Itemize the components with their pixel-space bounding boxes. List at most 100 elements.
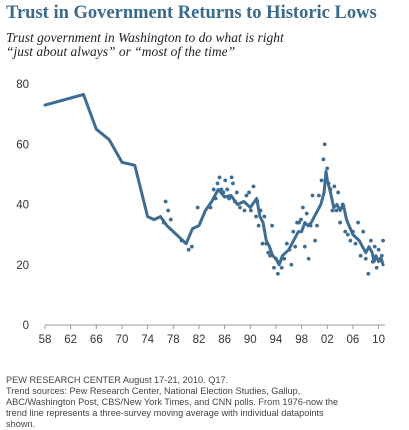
survey-datapoint	[302, 244, 307, 249]
survey-datapoint	[242, 208, 247, 213]
x-tick-label: 82	[193, 334, 206, 346]
survey-datapoint	[289, 262, 294, 267]
survey-datapoint	[306, 256, 311, 261]
trend-line	[43, 93, 385, 267]
chart-axes	[44, 324, 385, 329]
subtitle-line-2: “just about always” or “most of the time…	[6, 44, 236, 59]
survey-datapoint	[215, 181, 220, 186]
x-tick-label: 98	[295, 334, 308, 346]
x-tick-label: 78	[167, 334, 180, 346]
survey-datapoint	[334, 208, 339, 213]
survey-datapoint	[291, 229, 296, 234]
survey-datapoint	[304, 211, 309, 216]
survey-datapoint	[315, 223, 319, 228]
survey-datapoint	[190, 244, 194, 249]
survey-datapoint	[251, 184, 256, 189]
survey-datapoint	[317, 193, 321, 198]
survey-datapoint	[319, 178, 324, 183]
x-tick-label: 74	[141, 334, 154, 346]
survey-datapoint	[374, 265, 379, 270]
survey-datapoint	[293, 244, 298, 249]
survey-datapoint	[300, 205, 305, 210]
survey-datapoint	[379, 253, 384, 258]
survey-datapoint	[279, 265, 284, 270]
survey-datapoint	[282, 256, 287, 261]
survey-datapoint	[266, 250, 271, 255]
survey-datapoint	[343, 229, 348, 234]
survey-datapoint	[284, 241, 289, 246]
survey-datapoint	[256, 223, 261, 228]
survey-datapoint	[310, 193, 315, 198]
survey-datapoint	[249, 208, 253, 213]
survey-datapoint	[229, 175, 234, 180]
survey-datapoint	[231, 181, 235, 186]
survey-datapoint	[238, 205, 242, 210]
survey-datapoint	[270, 223, 274, 228]
survey-datapoint	[166, 208, 171, 213]
survey-datapoint	[381, 238, 385, 243]
survey-datapoint	[272, 265, 276, 270]
y-tick-label: 60	[16, 139, 29, 151]
x-tick-label: 66	[90, 334, 103, 346]
x-tick-label: 58	[39, 334, 52, 346]
x-tick-labels: 58 62 66 70 74 78 82 86 90 94 98 02 06 10	[39, 334, 385, 346]
survey-datapoint	[372, 244, 377, 249]
survey-datapoint	[353, 241, 358, 246]
survey-datapoint	[336, 190, 341, 195]
survey-datapoint	[358, 253, 363, 258]
x-tick-label: 90	[244, 334, 257, 346]
footer-line-1: PEW RESEARCH CENTER August 17-21, 2010. …	[6, 375, 229, 385]
subtitle-line-1: Trust government in Washington to do wha…	[6, 30, 284, 45]
y-tick-labels: 0 20 40 60 80	[16, 79, 29, 332]
survey-datapoint	[299, 217, 303, 222]
survey-datapoint	[234, 190, 239, 195]
x-tick-label: 10	[372, 334, 385, 346]
survey-datapoint	[223, 178, 228, 183]
chart-subtitle: Trust government in Washington to do wha…	[6, 31, 406, 59]
survey-datapoint	[275, 271, 280, 276]
survey-datapoint	[313, 238, 317, 243]
survey-datapoint	[332, 184, 337, 189]
survey-datapoint	[345, 232, 350, 237]
x-tick-label: 70	[116, 334, 129, 346]
survey-datapoint	[244, 193, 249, 198]
survey-datapoint	[186, 247, 191, 252]
survey-datapoint	[330, 208, 335, 213]
x-tick-label: 86	[218, 334, 231, 346]
survey-datapoint	[195, 205, 200, 210]
survey-datapoint	[225, 187, 230, 192]
survey-datapoint	[254, 214, 258, 219]
survey-datapoint	[247, 190, 251, 195]
x-tick-label: 06	[347, 334, 360, 346]
chart-title: Trust in Government Returns to Historic …	[6, 3, 377, 23]
survey-datapoint	[163, 199, 168, 204]
survey-datapoint	[217, 175, 222, 180]
y-tick-label: 80	[16, 79, 29, 91]
survey-datapoint	[168, 217, 173, 222]
x-tick-label: 94	[270, 334, 283, 346]
footer-line-2: Trend sources: Pew Research Center, Nati…	[6, 386, 301, 396]
survey-datapoint	[321, 157, 326, 162]
source-note: PEW RESEARCH CENTER August 17-21, 2010. …	[6, 375, 406, 430]
survey-datapoint	[262, 214, 267, 219]
survey-datapoint	[338, 220, 342, 225]
x-tick-label: 02	[321, 334, 334, 346]
survey-datapoint	[260, 241, 265, 246]
footer-line-4: trend line represents a three-survey mov…	[6, 408, 324, 418]
y-tick-label: 40	[16, 200, 29, 212]
footer-line-3: ABC/Washington Post, CBS/New York Times,…	[6, 397, 339, 407]
survey-datapoint	[297, 220, 301, 225]
survey-datapoint	[356, 220, 360, 225]
survey-datapoint	[325, 166, 330, 171]
x-tick-label: 62	[64, 334, 77, 346]
survey-datapoint	[322, 142, 327, 147]
footer-line-5: shown.	[6, 419, 36, 429]
trend-line-layer	[43, 93, 385, 267]
y-tick-label: 0	[23, 320, 29, 332]
survey-datapoint	[368, 238, 373, 243]
survey-datapoint	[211, 187, 216, 192]
y-tick-label: 20	[16, 260, 29, 272]
survey-datapoint	[348, 238, 353, 243]
survey-datapoint	[366, 271, 371, 276]
